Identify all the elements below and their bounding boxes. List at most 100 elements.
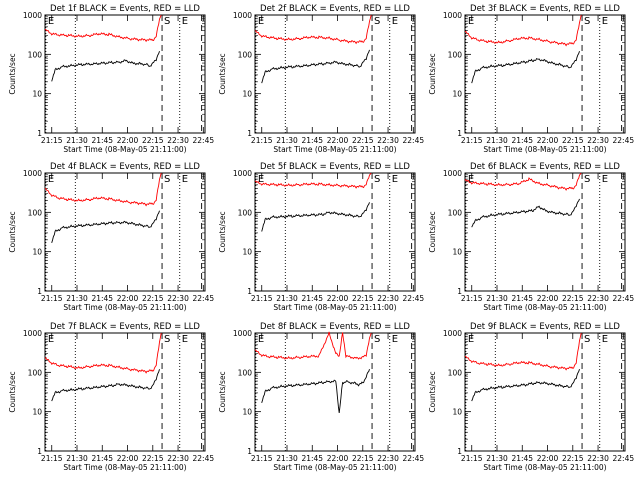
plot-frame [464, 172, 626, 292]
panel-title: Det 8f BLACK = Events, RED = LLD [260, 322, 410, 332]
time-marker-label: E [258, 334, 264, 345]
lld-series-line [464, 332, 582, 371]
y-tick-label: 1 [247, 129, 252, 138]
plot-frame [464, 14, 626, 134]
x-tick-label: 21:15 [41, 454, 63, 463]
panel-title: Det 5f BLACK = Events, RED = LLD [260, 162, 410, 172]
panel-det-3: Det 3f BLACK = Events, RED = LLD 1 10 100 10… [428, 4, 634, 154]
x-tick-label: 22:00 [537, 454, 559, 463]
x-tick-label: 21:15 [461, 454, 483, 463]
x-tick-label: 21:45 [511, 294, 533, 303]
time-marker-label: E [392, 174, 398, 185]
x-axis-label: Start Time (08-May-05 21:11:00) [483, 303, 606, 312]
time-marker-label: S [374, 174, 380, 185]
time-marker-label: E [468, 16, 474, 27]
time-marker-label: E [258, 16, 264, 27]
time-marker-label: S [164, 174, 170, 185]
y-tick-label: 10 [242, 90, 252, 99]
panel-title: Det 3f BLACK = Events, RED = LLD [470, 4, 620, 14]
y-tick-label: 10 [452, 90, 462, 99]
panel-det-7: Det 7f BLACK = Events, RED = LLD 1 10 100 10… [8, 322, 214, 472]
panel-title: Det 4f BLACK = Events, RED = LLD [50, 162, 200, 172]
lld-series-line [44, 332, 162, 374]
y-tick-label: 100 [238, 208, 253, 217]
time-marker-label: E [602, 334, 608, 345]
x-tick-label: 22:30 [167, 454, 189, 463]
x-tick-label: 22:45 [403, 294, 425, 303]
x-tick-label: 21:45 [301, 136, 323, 145]
plot-frame [464, 332, 626, 452]
y-tick-label: 1000 [23, 11, 42, 20]
x-tick-label: 22:45 [193, 294, 215, 303]
y-tick-label: 1 [457, 287, 462, 296]
y-axis-label: Counts/sec [428, 53, 437, 94]
x-tick-label: 22:15 [352, 454, 374, 463]
time-marker-label: E [258, 174, 264, 185]
x-tick-label: 22:00 [117, 454, 139, 463]
plot-frame [44, 172, 206, 292]
y-tick-label: 1 [37, 447, 42, 456]
time-marker-label: E [182, 16, 188, 27]
time-marker-label: E [602, 16, 608, 27]
x-tick-label: 21:30 [66, 294, 88, 303]
x-tick-label: 22:45 [403, 136, 425, 145]
y-axis-label: Counts/sec [218, 53, 227, 94]
y-tick-label: 10 [452, 408, 462, 417]
x-tick-label: 21:30 [276, 454, 298, 463]
panel-det-5: Det 5f BLACK = Events, RED = LLD 1 10 100 10… [218, 162, 424, 312]
y-tick-label: 1000 [233, 329, 252, 338]
y-tick-label: 1000 [443, 169, 462, 178]
x-tick-label: 22:15 [142, 454, 164, 463]
plot-frame [44, 332, 206, 452]
events-series-line [261, 369, 370, 413]
x-tick-label: 21:30 [486, 454, 508, 463]
x-tick-label: 22:30 [377, 136, 399, 145]
time-marker-label: E [48, 16, 54, 27]
time-marker-label: S [584, 16, 590, 27]
x-tick-label: 21:45 [511, 136, 533, 145]
x-tick-label: 21:15 [461, 294, 483, 303]
lld-series-line [464, 14, 582, 47]
time-marker-label: S [374, 334, 380, 345]
x-tick-label: 22:15 [562, 454, 584, 463]
y-tick-label: 10 [242, 248, 252, 257]
y-tick-label: 1 [457, 447, 462, 456]
x-tick-label: 21:45 [301, 454, 323, 463]
x-tick-label: 22:00 [537, 136, 559, 145]
x-tick-label: 21:30 [276, 136, 298, 145]
x-axis-label: Start Time (08-May-05 21:11:00) [63, 303, 186, 312]
panel-title: Det 2f BLACK = Events, RED = LLD [260, 4, 410, 14]
events-series-line [51, 210, 160, 244]
y-tick-label: 100 [448, 50, 463, 59]
time-marker-label: S [164, 16, 170, 27]
time-marker-label: S [584, 174, 590, 185]
x-axis-label: Start Time (08-May-05 21:11:00) [483, 145, 606, 154]
y-tick-label: 100 [28, 208, 43, 217]
y-tick-label: 1 [247, 287, 252, 296]
lld-series-line [44, 14, 162, 43]
x-tick-label: 21:30 [486, 136, 508, 145]
time-marker-label: E [392, 16, 398, 27]
panel-det-9: Det 9f BLACK = Events, RED = LLD 1 10 100 10… [428, 322, 634, 472]
y-axis-label: Counts/sec [8, 371, 17, 412]
y-tick-label: 1 [37, 287, 42, 296]
x-tick-label: 21:15 [461, 136, 483, 145]
x-tick-label: 21:15 [41, 294, 63, 303]
time-marker-label: E [48, 174, 54, 185]
y-tick-label: 10 [32, 248, 42, 257]
y-axis-label: Counts/sec [428, 211, 437, 252]
x-tick-label: 22:45 [193, 454, 215, 463]
x-tick-label: 21:30 [66, 136, 88, 145]
x-tick-label: 22:30 [167, 136, 189, 145]
x-tick-label: 21:15 [251, 294, 273, 303]
time-marker-label: E [392, 334, 398, 345]
x-tick-label: 22:00 [117, 136, 139, 145]
panel-title: Det 1f BLACK = Events, RED = LLD [50, 4, 200, 14]
panel-det-4: Det 4f BLACK = Events, RED = LLD 1 10 100 10… [8, 162, 214, 312]
x-tick-label: 21:15 [251, 136, 273, 145]
x-tick-label: 22:00 [537, 294, 559, 303]
y-tick-label: 100 [28, 50, 43, 59]
x-tick-label: 22:15 [562, 294, 584, 303]
time-marker-label: E [602, 174, 608, 185]
x-tick-label: 22:00 [327, 454, 349, 463]
